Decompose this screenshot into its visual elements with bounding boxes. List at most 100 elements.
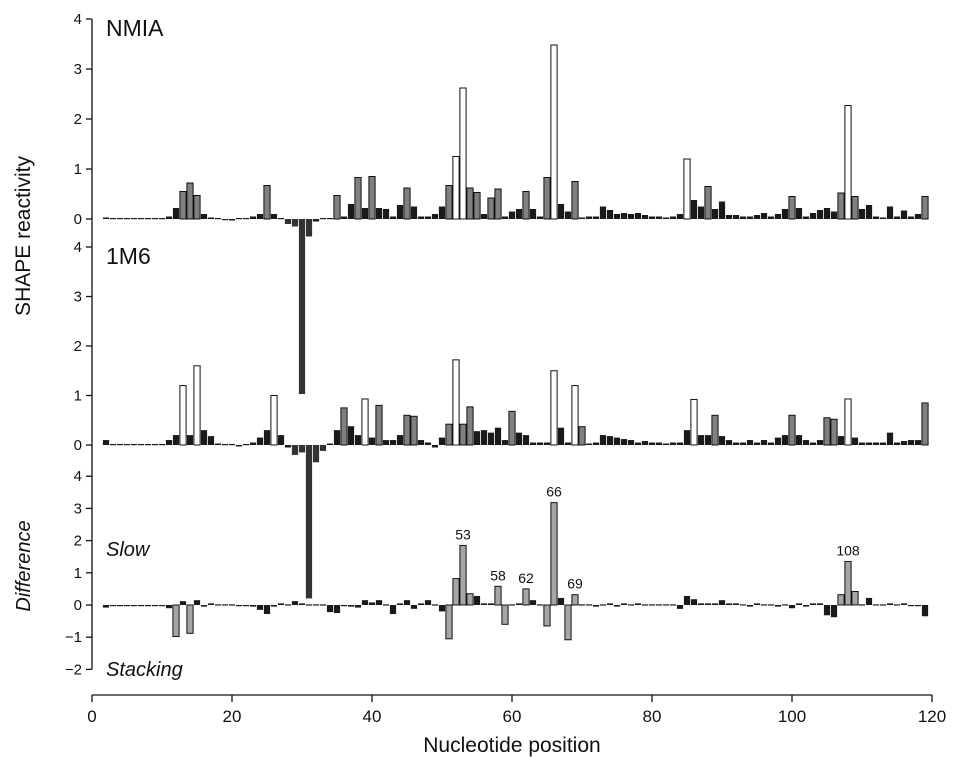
bar-difference-38: [354, 605, 362, 608]
bar-difference-95: [753, 603, 761, 605]
bar-difference-5: [123, 605, 131, 607]
y-tick-label-difference-1: 1: [74, 565, 82, 582]
bar-1m6-27: [277, 435, 285, 445]
bar-1m6-77: [627, 440, 635, 445]
bar-1m6-19: [221, 444, 229, 446]
labels-layer: NMIA 1M6 SHAPE reactivity Difference Slo…: [12, 11, 946, 757]
bar-1m6-41: [375, 404, 383, 446]
bar-1m6-76: [620, 439, 628, 445]
bar-1m6-23: [249, 442, 257, 445]
bar-nmia-106: [830, 211, 838, 219]
y-axis-title-shape-reactivity: SHAPE reactivity: [12, 156, 35, 316]
bar-difference-50: [438, 605, 446, 612]
bar-difference-32: [312, 604, 320, 606]
y-tick-label-difference-0: 0: [74, 597, 82, 614]
bar-nmia-64: [536, 216, 544, 219]
bar-difference-57: [487, 603, 495, 605]
bar-nmia-117: [907, 216, 915, 219]
bar-1m6-108: [844, 398, 852, 446]
bar-difference-15: [193, 600, 201, 605]
bar-nmia-68: [564, 211, 572, 219]
bar-difference-99: [781, 604, 789, 606]
bar-1m6-96: [760, 440, 768, 445]
y-axis-title-difference: Difference: [13, 520, 35, 611]
bar-1m6-102: [802, 440, 810, 445]
bar-1m6-98: [774, 437, 782, 445]
bar-1m6-5: [123, 444, 131, 446]
y-tick-label-nmia-0: 0: [74, 211, 82, 228]
bar-1m6-25: [263, 430, 271, 445]
bar-1m6-91: [725, 440, 733, 445]
bar-1m6-7: [137, 444, 145, 446]
bar-nmia-53: [459, 87, 467, 220]
bar-difference-10: [158, 605, 166, 607]
bar-nmia-62: [522, 191, 530, 220]
bar-1m6-81: [655, 442, 663, 445]
x-tick-label-120: 120: [918, 707, 946, 726]
bar-difference-20: [228, 604, 236, 606]
annotation-108: 108: [836, 543, 860, 559]
bar-1m6-71: [585, 443, 593, 445]
bar-difference-47: [417, 603, 425, 605]
bar-nmia-94: [746, 216, 754, 219]
bar-nmia-32: [312, 219, 320, 222]
bar-difference-7: [137, 605, 145, 607]
bar-1m6-58: [494, 427, 502, 445]
bar-nmia-19: [221, 219, 229, 221]
bar-1m6-119: [921, 402, 929, 446]
bar-1m6-45: [403, 414, 411, 446]
bar-nmia-49: [431, 214, 439, 219]
bar-difference-63: [529, 600, 537, 605]
bar-1m6-3: [109, 444, 117, 446]
bar-1m6-105: [823, 417, 831, 446]
bar-1m6-8: [144, 444, 152, 446]
bar-difference-92: [732, 603, 740, 605]
bar-1m6-16: [200, 430, 208, 445]
bar-1m6-106: [830, 418, 838, 446]
bar-nmia-18: [214, 218, 222, 220]
bar-nmia-104: [816, 210, 824, 219]
bar-difference-70: [578, 604, 586, 606]
bar-nmia-56: [480, 214, 488, 219]
bar-nmia-89: [711, 209, 719, 219]
bar-1m6-92: [732, 442, 740, 445]
bar-difference-39: [361, 600, 369, 605]
bar-difference-72: [592, 605, 600, 607]
bar-difference-84: [676, 605, 684, 609]
bar-nmia-105: [823, 208, 831, 219]
bar-nmia-5: [123, 218, 131, 220]
bar-difference-12: [172, 604, 180, 638]
bar-difference-30: [298, 603, 306, 605]
bar-1m6-46: [410, 415, 418, 446]
bar-difference-6: [130, 605, 138, 607]
bar-nmia-74: [606, 210, 614, 219]
bar-1m6-79: [641, 441, 649, 445]
bar-difference-13: [179, 601, 187, 605]
bar-1m6-66: [550, 370, 558, 446]
bar-1m6-29: [291, 445, 299, 455]
bar-difference-3: [109, 605, 117, 607]
bar-difference-118: [914, 605, 922, 607]
bar-nmia-13: [179, 191, 187, 220]
bar-nmia-30: [298, 219, 306, 394]
bar-nmia-101: [795, 208, 803, 219]
bar-difference-25: [263, 605, 271, 615]
bar-nmia-58: [494, 188, 502, 220]
bar-difference-81: [655, 604, 663, 606]
bar-nmia-103: [809, 213, 817, 219]
bar-difference-55: [473, 595, 481, 605]
bar-difference-14: [186, 604, 194, 634]
bar-1m6-99: [781, 435, 789, 445]
bar-difference-52: [452, 578, 460, 606]
bar-difference-109: [851, 590, 859, 606]
bar-nmia-3: [109, 218, 117, 220]
bar-1m6-87: [697, 435, 705, 445]
bar-1m6-47: [417, 440, 425, 445]
bar-difference-31: [305, 604, 313, 606]
y-tick-label-difference-4: 4: [74, 468, 82, 485]
bar-difference-76: [620, 603, 628, 605]
bar-nmia-39: [361, 208, 369, 219]
bar-nmia-85: [683, 158, 691, 220]
bar-1m6-43: [389, 440, 397, 445]
